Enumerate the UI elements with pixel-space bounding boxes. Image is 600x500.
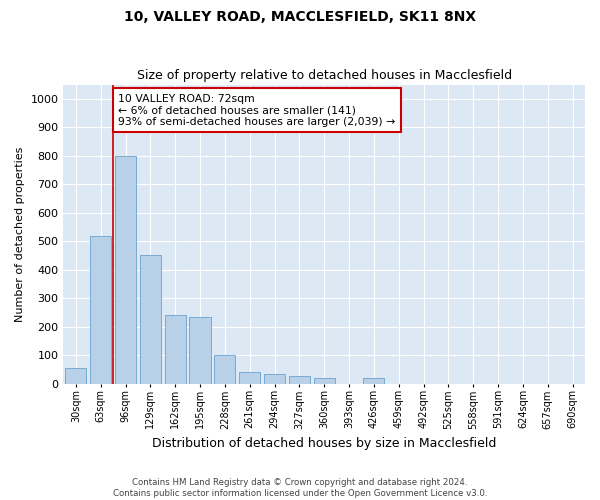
Bar (65, 368, 86, 384)
Text: 10, VALLEY ROAD, MACCLESFIELD, SK11 8NX: 10, VALLEY ROAD, MACCLESFIELD, SK11 8NX (124, 10, 476, 24)
Bar (214, 355, 235, 384)
Text: 10 VALLEY ROAD: 72sqm
← 6% of detached houses are smaller (141)
93% of semi-deta: 10 VALLEY ROAD: 72sqm ← 6% of detached h… (118, 94, 395, 126)
Y-axis label: Number of detached properties: Number of detached properties (15, 146, 25, 322)
Bar (264, 374, 285, 384)
Text: Contains HM Land Registry data © Crown copyright and database right 2024.
Contai: Contains HM Land Registry data © Crown c… (113, 478, 487, 498)
Bar (90, 236, 111, 384)
Bar (364, 378, 385, 384)
Bar (164, 316, 186, 384)
Title: Size of property relative to detached houses in Macclesfield: Size of property relative to detached ho… (137, 69, 512, 82)
Bar (140, 256, 161, 384)
Bar (190, 316, 211, 384)
Bar (314, 378, 335, 384)
Bar (289, 376, 310, 384)
Bar (239, 372, 260, 384)
X-axis label: Distribution of detached houses by size in Macclesfield: Distribution of detached houses by size … (152, 437, 496, 450)
Bar (115, 156, 136, 384)
